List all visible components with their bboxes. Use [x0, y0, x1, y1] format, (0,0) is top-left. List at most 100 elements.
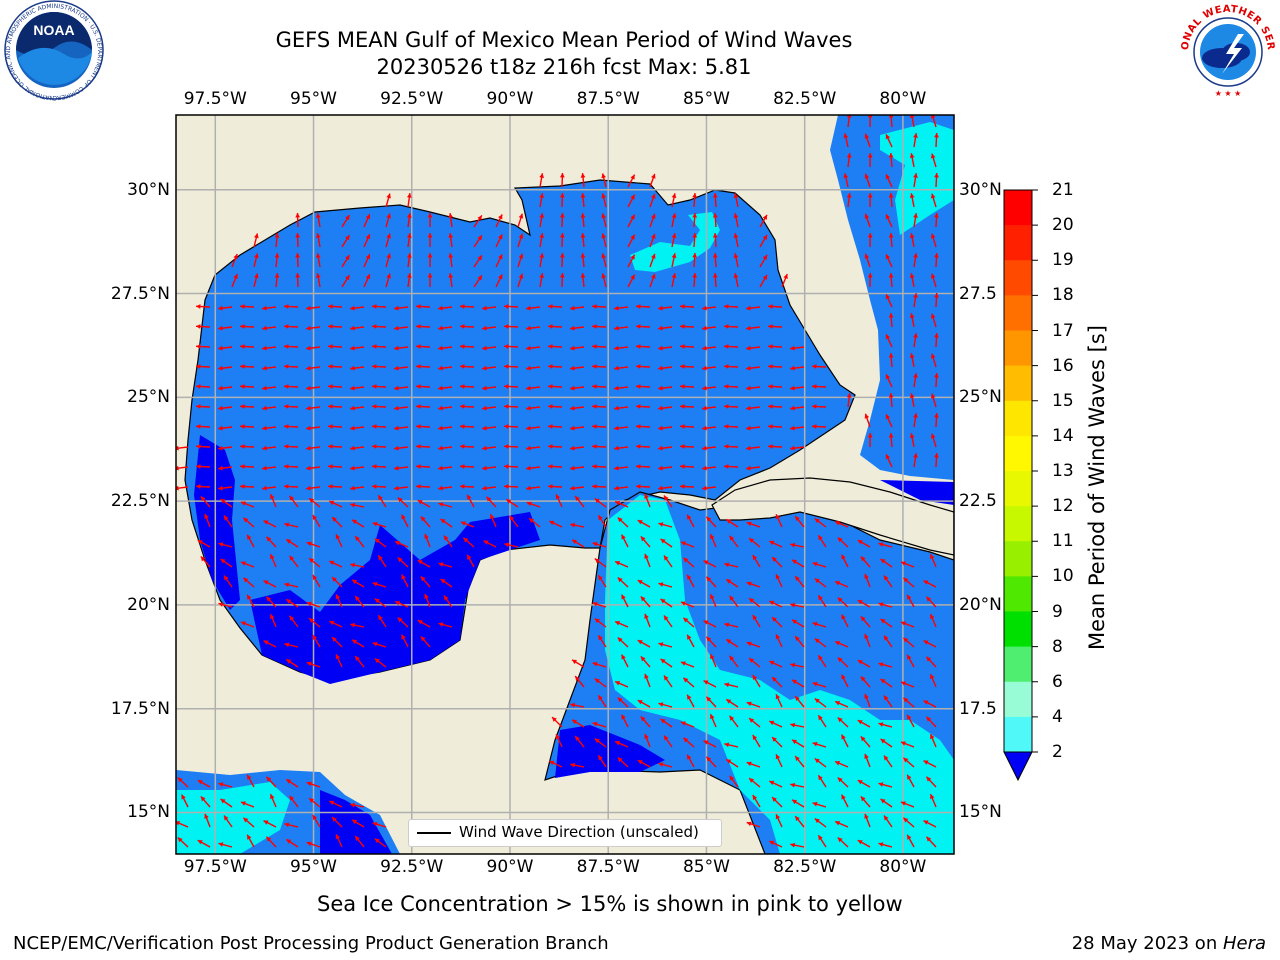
wave-arrow [374, 658, 387, 668]
wave-arrow [253, 273, 259, 288]
wave-arrow [846, 393, 852, 408]
wave-arrow [929, 553, 937, 568]
wave-arrow [900, 741, 915, 748]
wave-arrow [327, 484, 343, 489]
wave-arrow [580, 233, 586, 248]
colorbar-segment [1004, 541, 1032, 577]
wave-arrow [570, 445, 585, 451]
wave-arrow [790, 782, 805, 788]
wave-arrow [218, 485, 233, 491]
colorbar [1003, 189, 1038, 782]
wave-arrow [459, 304, 475, 309]
lat-tick-left: 27.5°N [110, 283, 170, 304]
wave-arrow [503, 404, 519, 409]
wave-arrow [406, 233, 412, 248]
wave-arrow [934, 132, 939, 148]
wave-arrow [880, 678, 893, 688]
wave-arrow [934, 372, 939, 388]
wave-arrow [658, 365, 673, 371]
wave-arrow [658, 425, 673, 431]
wave-arrow [781, 273, 788, 288]
wave-arrow [748, 597, 761, 608]
wave-arrow [372, 821, 387, 828]
lon-tick-top: 87.5°W [576, 89, 640, 109]
wave-arrow [197, 539, 211, 548]
colorbar-label: 9 [1052, 601, 1063, 622]
wave-arrow [635, 364, 651, 369]
wave-arrow [312, 634, 321, 648]
wave-arrow [724, 562, 739, 568]
wave-arrow [857, 539, 871, 548]
wave-arrow [864, 573, 871, 588]
wave-arrow [335, 594, 343, 608]
colorbar-label: 14 [1052, 425, 1074, 446]
wave-arrow [679, 424, 695, 429]
wave-arrow [860, 615, 871, 628]
wave-arrow [682, 557, 695, 568]
atlantic-low-period [880, 480, 954, 505]
wave-arrow [570, 405, 585, 411]
wave-arrow [350, 622, 365, 628]
wave-arrow [614, 485, 629, 491]
wave-arrow [888, 432, 894, 448]
lon-tick-top: 82.5°W [773, 89, 837, 109]
wave-arrow [637, 519, 651, 528]
wave-arrow [372, 581, 387, 588]
wave-arrow [327, 304, 343, 309]
wave-arrow [888, 272, 894, 288]
wave-arrow [485, 496, 497, 508]
wave-arrow [176, 821, 189, 828]
wave-arrow [377, 614, 387, 628]
wave-arrow [204, 513, 211, 528]
wave-arrow [223, 815, 233, 828]
wave-arrow [790, 445, 805, 451]
wave-arrow [790, 425, 805, 431]
wave-arrow [791, 559, 805, 568]
wave-arrow [417, 559, 431, 568]
wave-arrow [934, 452, 939, 468]
wave-arrow [686, 754, 695, 768]
wave-arrow [547, 384, 563, 389]
wave-arrow [817, 714, 827, 728]
wave-arrow [702, 445, 717, 451]
wave-arrow [601, 233, 607, 248]
wave-arrow [295, 232, 301, 248]
wave-arrow [482, 325, 497, 331]
wave-arrow [308, 557, 321, 568]
wave-arrow [906, 654, 915, 668]
wave-arrow [218, 542, 233, 548]
wave-arrow [327, 444, 343, 449]
wave-arrow [746, 365, 761, 371]
wave-arrow [834, 580, 849, 588]
wave-arrow [769, 660, 783, 668]
wave-arrow [658, 522, 673, 528]
wave-arrow [482, 385, 497, 391]
wave-arrow [705, 636, 717, 648]
wave-arrow [930, 393, 937, 408]
wave-arrow [220, 498, 233, 508]
wave-arrow [551, 716, 563, 728]
colorbar-label: 13 [1052, 461, 1074, 481]
wave-arrow [526, 385, 541, 391]
wave-arrow [686, 634, 695, 648]
wave-arrow [401, 634, 409, 648]
wave-arrow [306, 385, 321, 391]
wave-arrow [438, 445, 453, 451]
wave-arrow [401, 514, 409, 528]
wave-arrow [614, 385, 629, 391]
wave-arrow [746, 345, 761, 351]
wave-arrow [350, 502, 365, 508]
wave-arrow [746, 305, 761, 311]
wave-arrow [374, 838, 387, 848]
wave-arrow [265, 836, 277, 848]
wave-arrow [679, 384, 695, 389]
map-frame [175, 114, 955, 855]
colorbar-label: 4 [1052, 706, 1063, 727]
colorbar-segment [1004, 716, 1032, 753]
caribbean-low-period [555, 725, 665, 778]
svg-text:★ ★ ★: ★ ★ ★ [1215, 89, 1242, 98]
wave-arrow [614, 305, 629, 311]
wave-arrow [767, 344, 783, 349]
wave-arrow [195, 464, 211, 469]
wave-arrow [759, 214, 768, 228]
